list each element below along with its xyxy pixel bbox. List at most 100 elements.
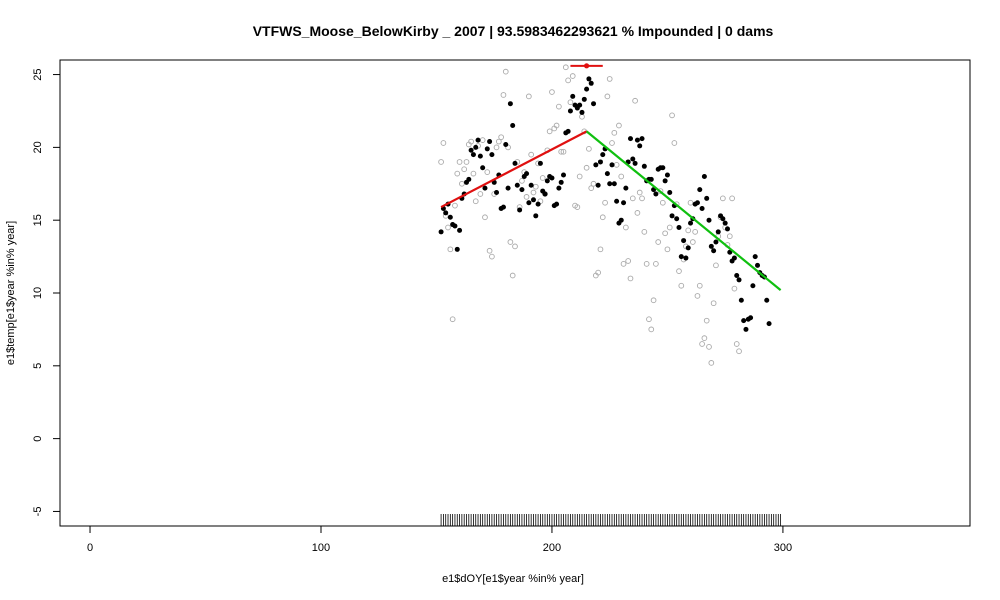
filled-point xyxy=(510,123,516,129)
open-point xyxy=(493,144,500,151)
open-point xyxy=(604,93,611,100)
filled-point xyxy=(750,283,756,289)
open-point xyxy=(729,195,735,202)
open-point xyxy=(659,199,666,206)
open-point xyxy=(641,228,648,235)
open-point xyxy=(574,204,581,210)
open-point xyxy=(696,282,703,289)
open-point xyxy=(731,285,738,292)
y-tick-label: -5 xyxy=(32,507,44,517)
filled-point xyxy=(706,217,712,223)
open-point xyxy=(532,183,539,190)
open-point xyxy=(519,178,525,184)
filled-point xyxy=(593,162,599,168)
filled-point xyxy=(544,178,550,184)
open-point xyxy=(678,282,685,289)
filled-point xyxy=(699,206,705,212)
filled-point xyxy=(554,201,560,207)
open-point xyxy=(694,293,701,299)
y-tick-label: 10 xyxy=(32,287,44,299)
filled-point xyxy=(755,262,761,268)
fit-lines xyxy=(440,130,782,291)
open-point xyxy=(699,341,705,347)
filled-point xyxy=(565,128,571,134)
filled-point xyxy=(558,179,564,185)
open-point xyxy=(599,214,606,221)
filled-point xyxy=(653,191,659,197)
open-point xyxy=(438,159,444,165)
filled-point xyxy=(567,108,573,114)
open-point xyxy=(477,191,484,197)
open-point xyxy=(733,341,740,347)
filled-point xyxy=(477,153,483,159)
open-point xyxy=(539,175,546,181)
filled-point xyxy=(618,217,624,223)
filled-point xyxy=(549,175,555,181)
filled-point xyxy=(766,321,772,327)
open-point xyxy=(486,247,493,254)
filled-point xyxy=(507,101,513,107)
open-point xyxy=(706,344,712,350)
open-point xyxy=(653,261,659,267)
open-point xyxy=(507,239,514,245)
open-point xyxy=(713,262,719,269)
filled-point xyxy=(570,93,576,99)
open-point xyxy=(726,233,733,240)
filled-point xyxy=(512,160,518,166)
open-point xyxy=(495,138,502,145)
open-point xyxy=(489,253,495,260)
filled-point xyxy=(627,136,633,142)
filled-point xyxy=(743,326,749,332)
open-point xyxy=(664,246,671,253)
filled-point xyxy=(597,159,603,165)
filled-point xyxy=(595,182,601,188)
filled-point xyxy=(697,187,703,193)
open-point xyxy=(576,173,583,180)
filled-point xyxy=(738,297,744,303)
fit-line xyxy=(585,130,782,291)
filled-point xyxy=(591,101,597,107)
filled-point xyxy=(468,147,474,153)
filled-point xyxy=(713,239,719,245)
filled-point xyxy=(694,200,700,206)
filled-point xyxy=(676,224,682,230)
x-axis: 0 100 200 300 xyxy=(87,525,792,554)
open-point xyxy=(468,138,474,145)
filled-point xyxy=(609,162,615,168)
open-point xyxy=(565,77,571,84)
open-point xyxy=(523,194,530,200)
filled-point xyxy=(500,204,506,210)
filled-point xyxy=(752,254,758,260)
filled-point xyxy=(604,171,610,177)
open-points-series xyxy=(438,64,742,366)
x-tick-label: 200 xyxy=(543,542,561,554)
filled-point xyxy=(632,160,638,166)
filled-point xyxy=(683,255,689,261)
filled-point xyxy=(487,139,493,145)
fit-line xyxy=(440,130,588,209)
open-point xyxy=(530,189,537,196)
filled-point xyxy=(720,216,726,222)
y-tick-label: 15 xyxy=(32,214,44,226)
open-point xyxy=(567,99,574,106)
filled-point xyxy=(584,86,590,92)
open-point xyxy=(602,199,608,206)
filled-point xyxy=(581,96,587,102)
open-point xyxy=(463,159,470,165)
filled-point xyxy=(614,198,620,204)
filled-point xyxy=(637,143,643,149)
open-point xyxy=(461,166,468,173)
open-point xyxy=(689,239,696,245)
open-point xyxy=(526,93,532,100)
filled-point xyxy=(480,165,486,171)
open-point xyxy=(472,198,479,205)
open-point xyxy=(556,103,562,110)
open-point xyxy=(454,170,461,177)
open-point xyxy=(627,275,634,282)
filled-point xyxy=(556,185,562,191)
open-point xyxy=(629,195,636,202)
filled-point xyxy=(443,210,449,216)
open-point xyxy=(643,261,650,267)
open-point xyxy=(720,195,726,202)
